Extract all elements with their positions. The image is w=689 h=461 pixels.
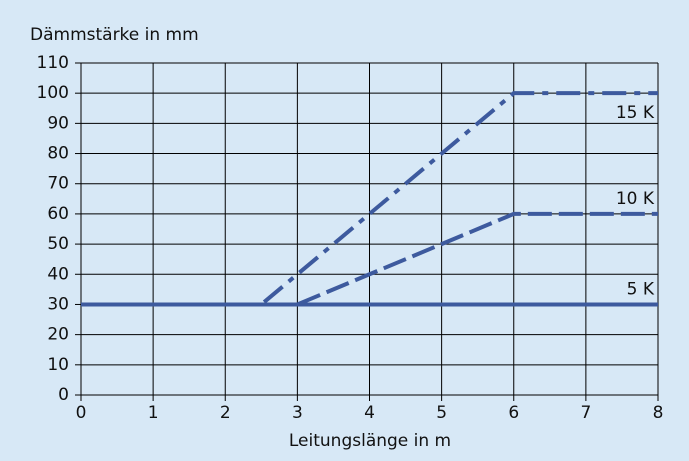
y-axis-title: Dämmstärke in mm	[30, 25, 199, 45]
x-tick-label: 1	[148, 403, 159, 423]
x-tick-label: 2	[220, 403, 231, 423]
series-label: 10 K	[616, 189, 655, 209]
x-tick-label: 8	[653, 403, 664, 423]
x-tick-label: 6	[508, 403, 519, 423]
series-label: 15 K	[616, 103, 655, 123]
y-tick-label: 90	[47, 113, 69, 133]
x-tick-label: 3	[292, 403, 303, 423]
y-tick-label: 20	[47, 325, 69, 345]
x-axis-title: Leitungslänge in m	[289, 431, 451, 451]
series-label: 5 K	[627, 279, 655, 299]
y-tick-label: 80	[47, 144, 69, 164]
y-tick-label: 100	[37, 83, 69, 103]
y-tick-label: 30	[47, 294, 69, 314]
y-tick-label: 60	[47, 204, 69, 224]
y-tick-label: 70	[47, 174, 69, 194]
x-tick-label: 7	[580, 403, 591, 423]
y-tick-label: 50	[47, 234, 69, 254]
x-tick-label: 0	[76, 403, 87, 423]
y-tick-label: 40	[47, 264, 69, 284]
y-tick-label: 110	[37, 53, 69, 73]
series-line	[81, 91, 658, 307]
x-tick-label: 5	[436, 403, 447, 423]
y-tick-label: 10	[47, 355, 69, 375]
x-tick-label: 4	[364, 403, 375, 423]
y-tick-label: 0	[58, 385, 69, 405]
